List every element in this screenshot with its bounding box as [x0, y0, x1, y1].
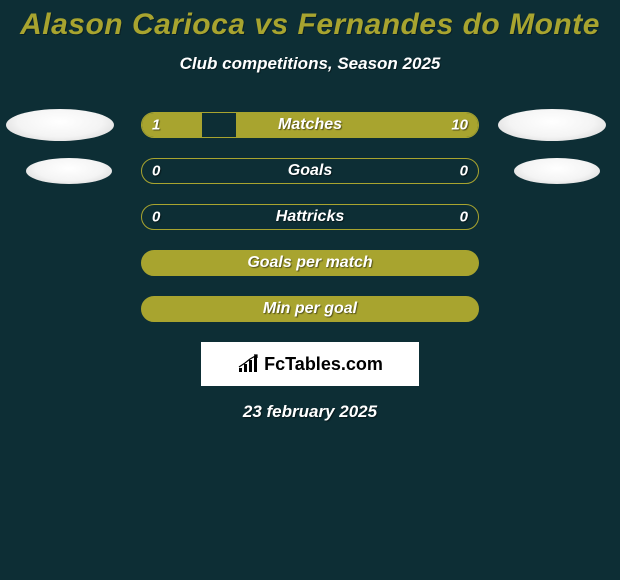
stat-right-value: 0: [460, 163, 468, 180]
player-left-icon: [6, 109, 114, 141]
stat-right-value: 10: [451, 117, 468, 134]
brand-text: FcTables.com: [264, 354, 383, 375]
stat-row: Goals per match: [0, 250, 620, 276]
stat-row: 0 0 Goals: [0, 158, 620, 184]
stat-bar: 0 0 Goals: [141, 158, 479, 184]
stat-left-value: 0: [152, 209, 160, 226]
stat-bar: Goals per match: [141, 250, 479, 276]
player-right-icon: [514, 158, 600, 184]
stat-label: Goals: [288, 162, 332, 180]
stat-bar: 0 0 Hattricks: [141, 204, 479, 230]
stats-section: 1 10 Matches 0 0 Goals 0 0 Hattricks Goals per ma…: [0, 112, 620, 322]
brand-badge: FcTables.com: [201, 342, 419, 386]
chart-icon: [237, 354, 261, 374]
page-title: Alason Carioca vs Fernandes do Monte: [0, 8, 620, 42]
player-right-icon: [498, 109, 606, 141]
subtitle: Club competitions, Season 2025: [0, 54, 620, 74]
stat-row: 0 0 Hattricks: [0, 204, 620, 230]
stat-label: Hattricks: [276, 208, 344, 226]
stat-label: Matches: [278, 116, 342, 134]
date-label: 23 february 2025: [0, 402, 620, 422]
stat-row: Min per goal: [0, 296, 620, 322]
comparison-card: Alason Carioca vs Fernandes do Monte Clu…: [0, 0, 620, 422]
stat-right-value: 0: [460, 209, 468, 226]
bar-fill-right: [236, 113, 478, 137]
stat-label: Goals per match: [247, 254, 372, 272]
stat-left-value: 1: [152, 117, 160, 134]
stat-left-value: 0: [152, 163, 160, 180]
player-left-icon: [26, 158, 112, 184]
stat-label: Min per goal: [263, 300, 357, 318]
stat-bar: Min per goal: [141, 296, 479, 322]
stat-row: 1 10 Matches: [0, 112, 620, 138]
stat-bar: 1 10 Matches: [141, 112, 479, 138]
